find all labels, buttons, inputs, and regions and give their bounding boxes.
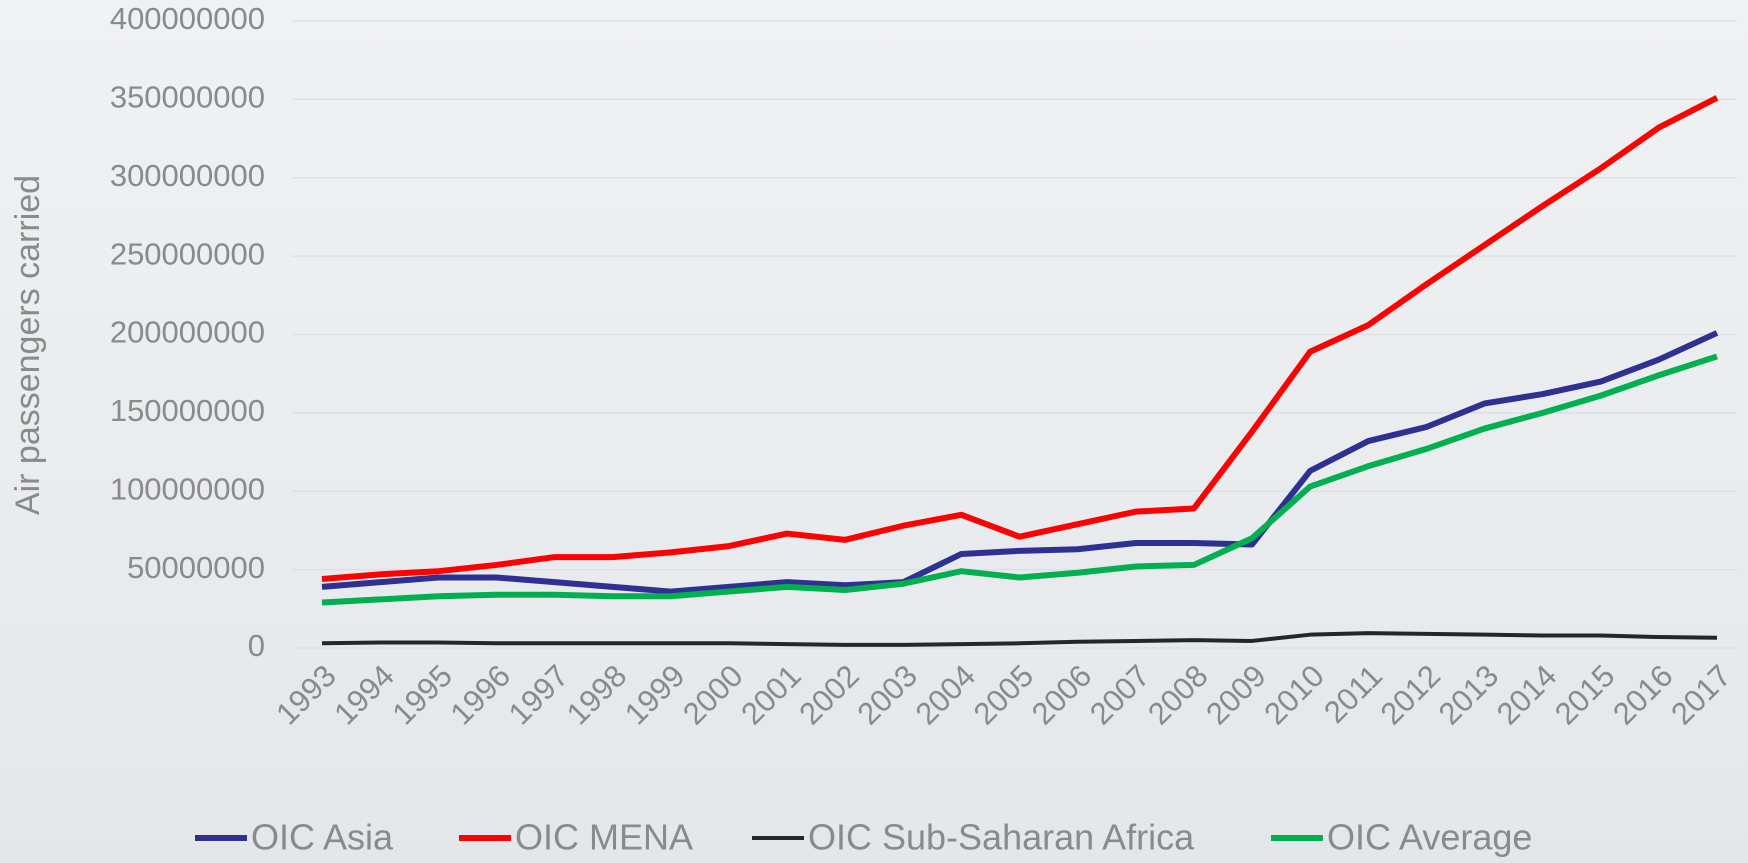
legend-label: OIC Asia: [251, 817, 394, 858]
y-tick-label: 250000000: [110, 236, 265, 271]
y-tick-label: 50000000: [127, 550, 265, 585]
x-tick-label: 2008: [1141, 658, 1215, 732]
x-tick-label: 2003: [850, 658, 924, 732]
y-tick-label: 100000000: [110, 471, 265, 506]
x-tick-label: 1995: [385, 658, 459, 732]
x-tick-label: 1999: [618, 658, 692, 732]
y-axis-title: Air passengers carried: [9, 175, 47, 515]
x-tick-label: 2010: [1257, 658, 1331, 732]
y-tick-label: 350000000: [110, 80, 265, 115]
x-tick-label: 2005: [967, 658, 1041, 732]
x-tick-label: 2014: [1490, 658, 1564, 732]
x-tick-label: 2009: [1199, 658, 1273, 732]
x-tick-label: 1998: [560, 658, 634, 732]
x-tick-label: 2001: [734, 658, 808, 732]
x-tick-label: 2016: [1606, 658, 1680, 732]
series-line: [321, 330, 1719, 595]
x-tick-label: 2004: [909, 658, 983, 732]
x-tick-label: 2006: [1025, 658, 1099, 732]
x-tick-label: 2017: [1664, 658, 1738, 732]
x-tick-label: 1994: [327, 658, 401, 732]
series-line: [321, 631, 1718, 647]
y-tick-label: 300000000: [110, 158, 265, 193]
y-tick-label: 150000000: [110, 393, 265, 428]
x-tick-label: 2013: [1432, 658, 1506, 732]
x-tick-label: 2011: [1317, 658, 1389, 730]
series-line: [321, 95, 1719, 583]
legend-label: OIC Average: [1327, 817, 1532, 858]
series-line: [321, 353, 1718, 606]
x-tick-label: 2002: [792, 658, 866, 732]
legend-label: OIC MENA: [515, 817, 693, 858]
x-tick-label: 2000: [676, 658, 750, 732]
x-tick-label: 1993: [269, 658, 343, 732]
y-tick-label: 0: [248, 628, 265, 663]
x-tick-label: 1997: [502, 658, 576, 732]
x-tick-label: 2007: [1083, 658, 1157, 732]
x-tick-label: 1996: [444, 658, 518, 732]
y-tick-label: 200000000: [110, 315, 265, 350]
x-tick-label: 2015: [1548, 658, 1622, 732]
y-tick-label: 400000000: [110, 1, 265, 36]
legend-label: OIC Sub-Saharan Africa: [808, 817, 1195, 858]
x-tick-label: 2012: [1374, 658, 1448, 732]
